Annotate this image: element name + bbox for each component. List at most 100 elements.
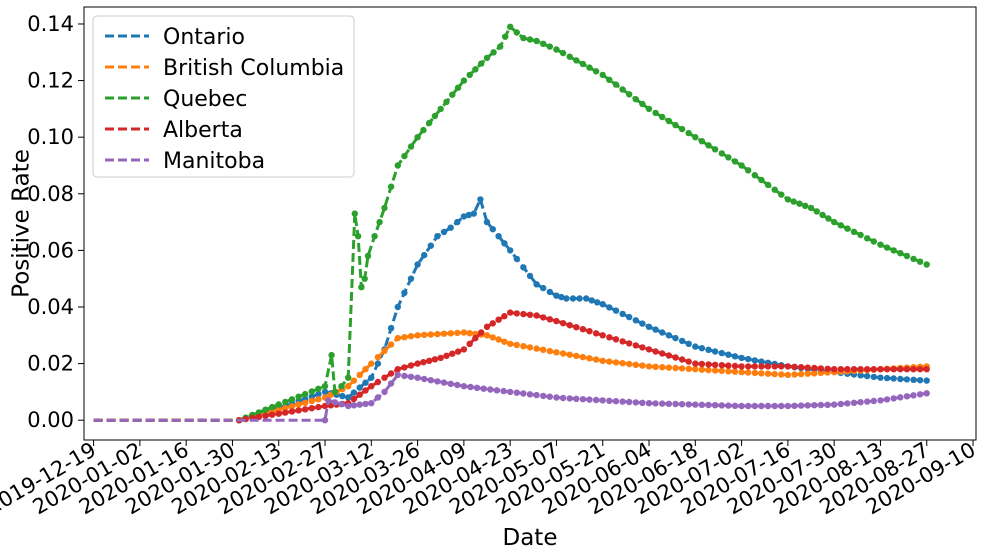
data-point (606, 304, 613, 311)
data-point (877, 366, 884, 373)
data-point (817, 365, 825, 372)
data-point (295, 393, 302, 400)
data-point (678, 365, 686, 372)
x-axis-title: Date (503, 525, 558, 551)
data-point (490, 49, 497, 56)
data-point (711, 348, 719, 355)
data-point (626, 91, 633, 98)
data-point (626, 313, 633, 321)
data-point (483, 323, 491, 330)
data-point (288, 408, 296, 415)
data-point (586, 64, 593, 71)
data-point (778, 402, 785, 410)
data-point (401, 334, 408, 341)
data-point (533, 345, 540, 352)
data-point (796, 200, 803, 207)
data-point (414, 332, 421, 339)
data-point (592, 68, 600, 75)
data-point (321, 383, 329, 390)
data-point (262, 412, 269, 419)
data-point (573, 324, 580, 331)
data-point (368, 383, 375, 390)
data-point (731, 158, 739, 165)
data-point (672, 354, 679, 361)
data-point (599, 71, 606, 79)
y-axis-title: Positive Rate (9, 149, 35, 298)
x-axis: 2019-12-192020-01-022020-01-162020-01-30… (0, 438, 980, 520)
y-tick-label: 0.10 (27, 125, 74, 149)
data-point (371, 233, 378, 240)
data-point (784, 371, 792, 379)
data-point (586, 396, 593, 403)
data-point (526, 272, 534, 280)
data-point (502, 33, 509, 40)
data-point (619, 310, 626, 318)
data-point (354, 233, 362, 240)
data-point (784, 363, 792, 370)
data-point (447, 224, 454, 231)
data-point (665, 400, 673, 407)
data-point (857, 372, 864, 379)
data-point (477, 196, 484, 203)
data-point (487, 386, 494, 393)
data-point (546, 393, 553, 400)
data-point (546, 43, 553, 50)
data-point (308, 405, 315, 412)
legend-label: Quebec (163, 87, 247, 112)
data-point (507, 388, 514, 396)
data-point (692, 134, 699, 141)
data-point (421, 251, 428, 259)
data-point (376, 218, 383, 226)
data-point (586, 328, 593, 335)
data-point (407, 373, 415, 380)
legend-label: Manitoba (163, 149, 265, 174)
data-point (592, 356, 600, 363)
data-point (566, 351, 573, 358)
data-point (612, 398, 620, 405)
data-point (850, 366, 858, 373)
data-point (632, 399, 639, 406)
data-point (520, 310, 527, 318)
data-point (804, 370, 811, 377)
data-point (778, 191, 785, 198)
data-point (520, 390, 527, 397)
data-point (764, 402, 772, 410)
data-point (362, 387, 369, 394)
data-point (738, 368, 745, 376)
data-point (358, 284, 365, 291)
data-point (771, 402, 778, 410)
data-point (692, 343, 699, 350)
data-point (495, 233, 502, 240)
data-point (573, 395, 580, 402)
data-point (639, 362, 646, 369)
data-point (331, 388, 339, 396)
data-point (449, 350, 456, 357)
data-point (573, 352, 580, 360)
data-point (916, 258, 924, 265)
data-point (632, 342, 639, 349)
data-point (540, 314, 547, 321)
data-point (495, 316, 502, 323)
data-point (302, 406, 309, 413)
data-point (478, 60, 485, 67)
data-point (883, 244, 891, 251)
data-point (665, 332, 673, 339)
data-point (420, 359, 427, 366)
data-point (302, 399, 309, 406)
data-point (559, 350, 567, 357)
data-point (890, 247, 897, 254)
data-point (460, 213, 468, 220)
data-point (526, 344, 534, 351)
data-point (546, 288, 553, 296)
data-point (465, 211, 472, 219)
data-point (447, 380, 454, 387)
data-point (573, 57, 580, 64)
data-point (819, 211, 826, 219)
data-point (387, 370, 395, 377)
data-point (350, 389, 358, 396)
data-point (639, 344, 646, 351)
data-point (414, 261, 421, 268)
data-point (758, 363, 765, 370)
data-point (903, 393, 911, 400)
data-point (540, 392, 547, 400)
